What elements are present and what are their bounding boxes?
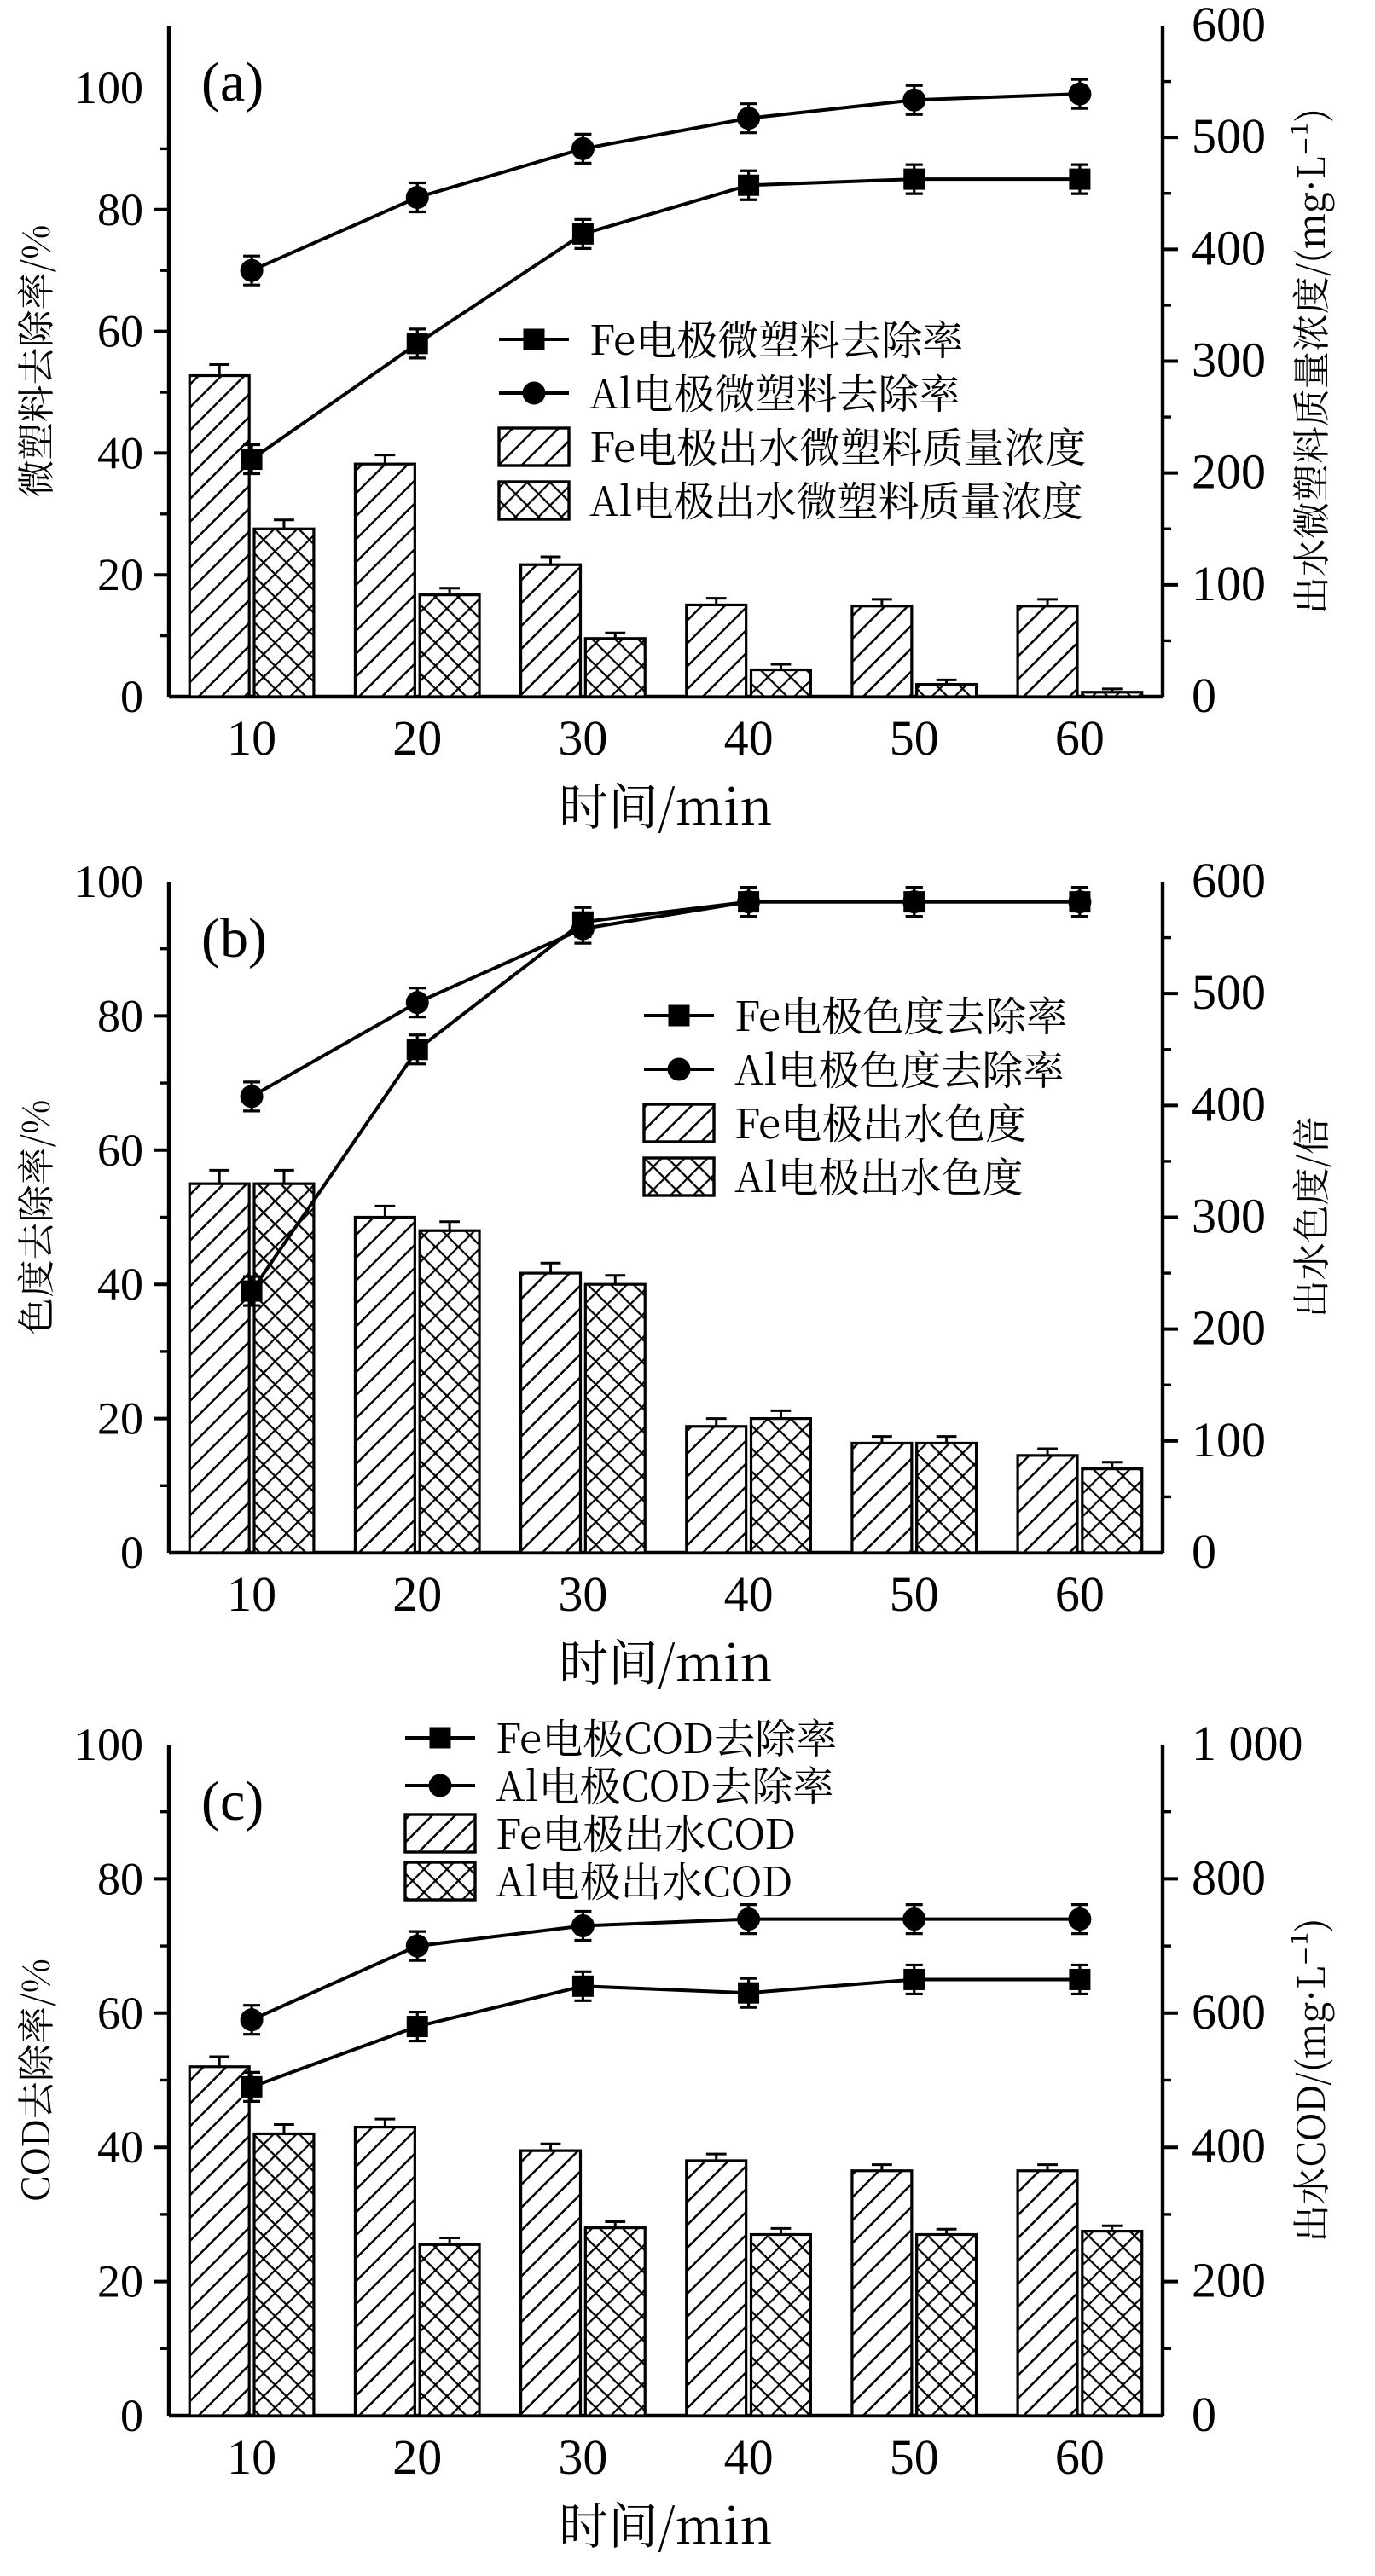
svg-text:50: 50 bbox=[890, 1566, 939, 1622]
svg-text:10: 10 bbox=[227, 2429, 276, 2485]
svg-text:10: 10 bbox=[227, 1566, 276, 1622]
svg-text:微塑料去除率/%: 微塑料去除率/% bbox=[6, 224, 61, 497]
svg-text:300: 300 bbox=[1192, 1189, 1266, 1244]
svg-text:0: 0 bbox=[120, 2390, 143, 2441]
svg-text:出水COD/(mg·L⁻¹): 出水COD/(mg·L⁻¹) bbox=[1281, 1918, 1336, 2242]
svg-text:400: 400 bbox=[1192, 220, 1266, 275]
svg-text:100: 100 bbox=[74, 856, 143, 907]
svg-text:30: 30 bbox=[558, 1566, 607, 1622]
svg-text:时间/min: 时间/min bbox=[559, 1624, 773, 1695]
svg-text:800: 800 bbox=[1192, 1850, 1266, 1905]
svg-text:30: 30 bbox=[558, 710, 607, 766]
svg-text:20: 20 bbox=[97, 549, 143, 600]
svg-text:0: 0 bbox=[1192, 2387, 1216, 2442]
svg-text:100: 100 bbox=[74, 62, 143, 113]
svg-text:60: 60 bbox=[1055, 2429, 1105, 2485]
svg-text:200: 200 bbox=[1192, 2253, 1266, 2308]
svg-text:80: 80 bbox=[97, 1853, 143, 1904]
svg-text:400: 400 bbox=[1192, 1076, 1266, 1132]
svg-text:Al电极微塑料去除率: Al电极微塑料去除率 bbox=[589, 362, 960, 420]
svg-text:出水色度/倍: 出水色度/倍 bbox=[1281, 1117, 1336, 1318]
svg-text:1 000: 1 000 bbox=[1192, 1716, 1303, 1771]
svg-text:300: 300 bbox=[1192, 333, 1266, 388]
svg-text:20: 20 bbox=[392, 710, 442, 766]
svg-text:(a): (a) bbox=[201, 51, 264, 113]
svg-text:出水微塑料质量浓度/(mg·L⁻¹): 出水微塑料质量浓度/(mg·L⁻¹) bbox=[1281, 108, 1336, 614]
svg-text:600: 600 bbox=[1192, 853, 1266, 908]
svg-text:Fe电极微塑料去除率: Fe电极微塑料去除率 bbox=[589, 308, 963, 367]
svg-text:Fe电极色度去除率: Fe电极色度去除率 bbox=[734, 984, 1067, 1043]
svg-text:200: 200 bbox=[1192, 1300, 1266, 1356]
svg-text:Al电极色度去除率: Al电极色度去除率 bbox=[734, 1038, 1065, 1097]
svg-text:60: 60 bbox=[97, 306, 143, 357]
svg-text:600: 600 bbox=[1192, 0, 1266, 52]
svg-text:20: 20 bbox=[97, 1393, 143, 1444]
svg-text:10: 10 bbox=[227, 710, 276, 766]
svg-text:20: 20 bbox=[392, 2429, 442, 2485]
svg-text:Fe电极出水微塑料质量浓度: Fe电极出水微塑料质量浓度 bbox=[589, 415, 1086, 474]
svg-text:0: 0 bbox=[120, 1527, 143, 1578]
svg-text:80: 80 bbox=[97, 990, 143, 1041]
svg-text:200: 200 bbox=[1192, 444, 1266, 500]
svg-text:40: 40 bbox=[724, 1566, 774, 1622]
svg-text:600: 600 bbox=[1192, 1984, 1266, 2040]
svg-text:COD去除率/%: COD去除率/% bbox=[6, 1959, 61, 2202]
svg-text:0: 0 bbox=[1192, 1524, 1216, 1579]
svg-text:40: 40 bbox=[97, 427, 143, 478]
svg-text:60: 60 bbox=[1055, 710, 1105, 766]
svg-text:30: 30 bbox=[558, 2429, 607, 2485]
svg-text:20: 20 bbox=[97, 2256, 143, 2307]
svg-text:Al电极出水COD: Al电极出水COD bbox=[496, 1850, 792, 1908]
svg-text:60: 60 bbox=[97, 1988, 143, 2039]
svg-text:(b): (b) bbox=[201, 907, 267, 970]
svg-text:Fe电极出水色度: Fe电极出水色度 bbox=[734, 1091, 1026, 1150]
svg-text:时间/min: 时间/min bbox=[559, 767, 773, 839]
svg-text:20: 20 bbox=[392, 1566, 442, 1622]
svg-text:色度去除率/%: 色度去除率/% bbox=[6, 1099, 61, 1334]
svg-text:60: 60 bbox=[97, 1125, 143, 1176]
svg-text:100: 100 bbox=[1192, 1412, 1266, 1467]
svg-text:100: 100 bbox=[74, 1719, 143, 1770]
svg-text:40: 40 bbox=[97, 1259, 143, 1310]
svg-text:500: 500 bbox=[1192, 964, 1266, 1020]
svg-text:500: 500 bbox=[1192, 108, 1266, 164]
svg-text:0: 0 bbox=[1192, 668, 1216, 723]
svg-text:Al电极出水色度: Al电极出水色度 bbox=[734, 1145, 1024, 1204]
svg-text:时间/min: 时间/min bbox=[559, 2486, 773, 2558]
svg-text:50: 50 bbox=[890, 710, 939, 766]
svg-text:100: 100 bbox=[1192, 556, 1266, 611]
svg-text:(c): (c) bbox=[201, 1770, 264, 1832]
svg-text:40: 40 bbox=[724, 710, 774, 766]
svg-text:0: 0 bbox=[120, 671, 143, 722]
svg-text:40: 40 bbox=[97, 2122, 143, 2173]
svg-text:50: 50 bbox=[890, 2429, 939, 2485]
svg-text:Al电极出水微塑料质量浓度: Al电极出水微塑料质量浓度 bbox=[589, 469, 1083, 528]
svg-text:400: 400 bbox=[1192, 2118, 1266, 2174]
svg-text:40: 40 bbox=[724, 2429, 774, 2485]
svg-text:80: 80 bbox=[97, 184, 143, 235]
svg-text:60: 60 bbox=[1055, 1566, 1105, 1622]
